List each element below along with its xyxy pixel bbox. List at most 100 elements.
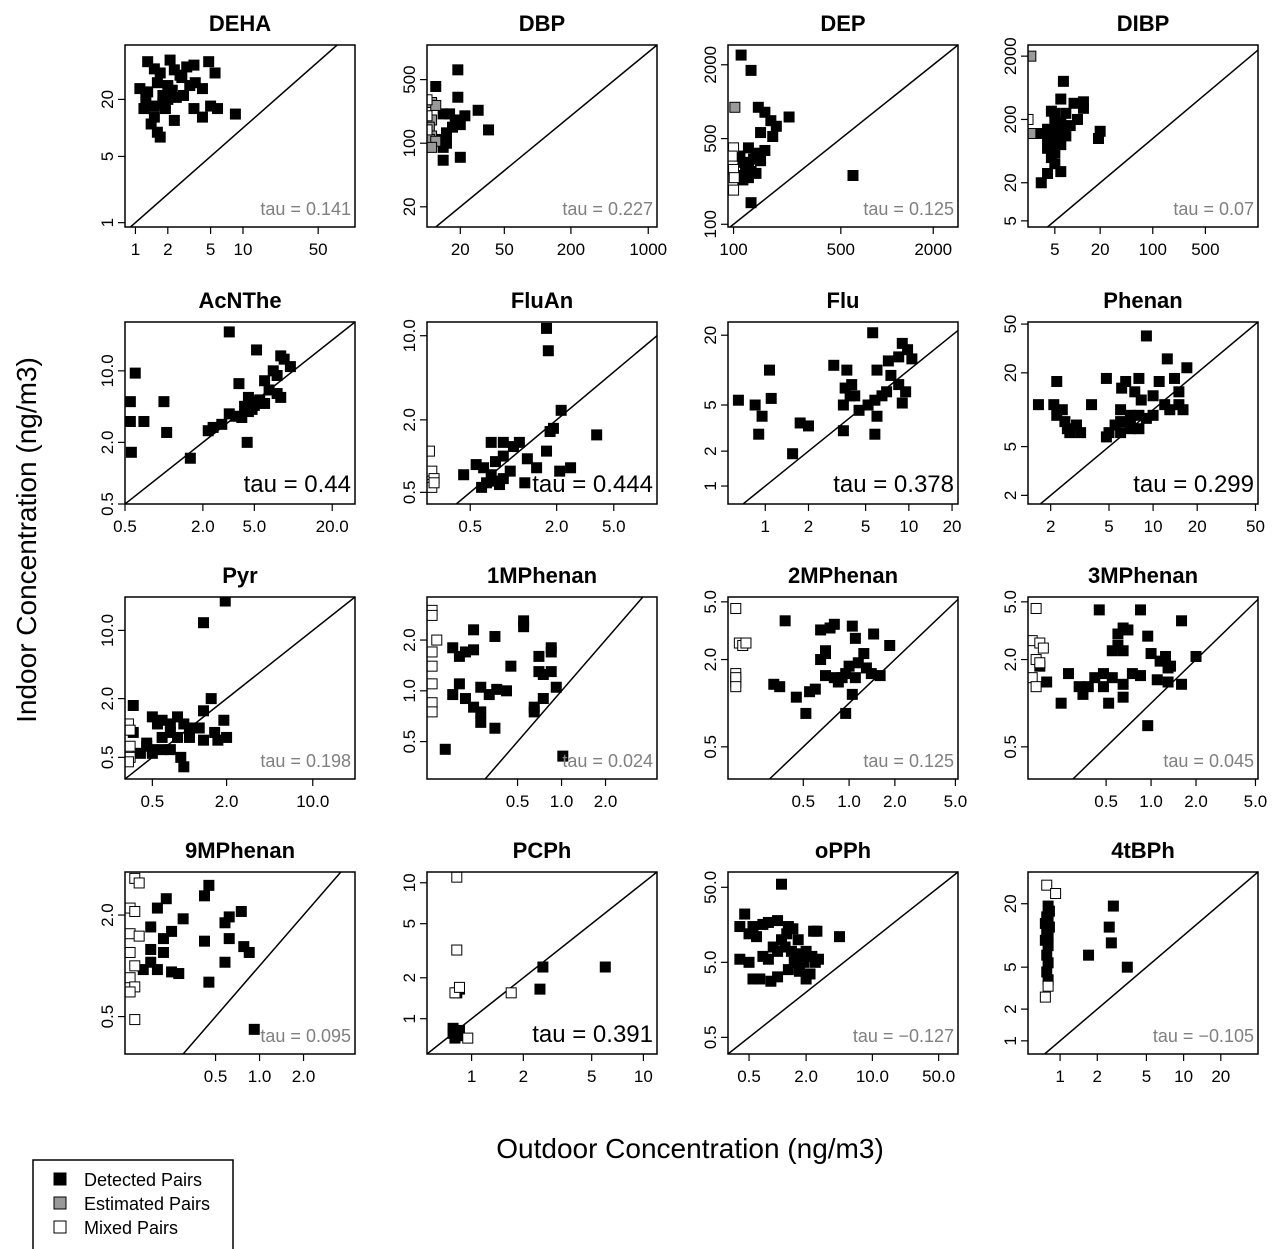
panel-title: AcNThe [198, 288, 281, 313]
panel-title: DBP [519, 11, 565, 36]
detected-point [790, 691, 802, 703]
x-tick-label: 1 [1055, 1067, 1064, 1086]
detected-point [157, 933, 169, 945]
x-tick-label: 5 [206, 240, 215, 259]
detected-point [459, 693, 471, 705]
detected-point [452, 91, 464, 103]
x-tick-label: 10 [634, 1067, 653, 1086]
panel-title: oPPh [815, 838, 871, 863]
panel-dep: DEP 100 500 2000 100 500 2000 tau = 0.125 [701, 11, 959, 259]
x-tick-label: 2000 [914, 240, 952, 259]
panel-frame [1027, 871, 1259, 1055]
detected-point [125, 396, 136, 408]
detected-point [732, 394, 744, 406]
x-tick-label: 5.0 [243, 517, 267, 536]
detected-point [452, 64, 464, 76]
detected-point [518, 621, 530, 633]
detected-point [550, 681, 562, 693]
detected-point [138, 415, 150, 427]
y-tick-label: 1 [1001, 1036, 1020, 1045]
detected-point [178, 761, 190, 773]
detected-point [1176, 678, 1188, 690]
y-tick-label: 0.5 [98, 1005, 117, 1029]
detected-point [735, 49, 747, 61]
x-tick-label: 0.5 [737, 1067, 761, 1086]
detected-point [519, 477, 531, 489]
x-axis-title: Outdoor Concentration (ng/m3) [496, 1133, 884, 1164]
detected-point [759, 106, 771, 118]
mixed-point [1039, 991, 1051, 1003]
detected-point [162, 93, 174, 105]
tau-label: tau = 0.125 [863, 751, 954, 771]
mixed-point [451, 872, 463, 883]
detected-point [762, 916, 774, 928]
panel-title: 9MPhenan [185, 838, 295, 863]
x-tick-label: 1.0 [550, 792, 574, 811]
detected-point [534, 983, 546, 995]
y-tick-label: 10.0 [400, 319, 419, 352]
plot-area [1028, 598, 1258, 779]
panel-frame [1027, 596, 1259, 780]
detected-point [248, 1023, 260, 1035]
detected-point [1097, 681, 1109, 693]
detected-point [1153, 375, 1165, 387]
detected-point [151, 77, 163, 89]
detected-point [762, 953, 774, 965]
detected-point [203, 879, 215, 891]
detected-point [154, 67, 166, 79]
detected-point [241, 436, 253, 448]
x-tick-label: 20 [451, 240, 470, 259]
panel-title: Phenan [1103, 288, 1182, 313]
detected-point [196, 111, 208, 123]
detected-point [203, 56, 215, 68]
detected-point [1093, 604, 1105, 616]
x-tick-label: 0.5 [1094, 792, 1118, 811]
detected-point [248, 399, 260, 411]
detected-point [284, 361, 296, 373]
detected-point [157, 946, 169, 958]
x-tick-label: 50.0 [922, 1067, 955, 1086]
mixed-point [125, 986, 136, 998]
panel-acnthe: AcNThe 0.5 2.0 5.0 20.0 0.5 2.0 10.0 tau = 0.44 [98, 288, 356, 536]
detected-point [871, 364, 883, 376]
detected-point [184, 452, 196, 464]
detected-point [1135, 670, 1147, 682]
detected-point [554, 465, 566, 477]
detected-point [198, 617, 210, 629]
plot-area [427, 45, 657, 227]
x-tick-label: 200 [557, 240, 585, 259]
detected-point [1100, 372, 1112, 384]
detected-point [734, 921, 746, 933]
estimated-point [1028, 50, 1037, 62]
x-tick-label: 50 [1246, 517, 1265, 536]
tau-label: tau = −0.105 [1153, 1026, 1254, 1046]
x-tick-label: 0.5 [506, 792, 530, 811]
y-tick-label: 2.0 [701, 648, 720, 672]
detected-point [900, 386, 912, 398]
detected-point [497, 450, 509, 462]
detected-point [745, 64, 757, 76]
panel-frame [727, 871, 959, 1055]
plot-area [1039, 872, 1258, 1054]
tau-label: tau = 0.045 [1163, 751, 1254, 771]
mixed-point [125, 928, 136, 940]
mixed-point [427, 697, 438, 709]
detected-point [893, 351, 905, 363]
mixed-point [431, 634, 443, 646]
detected-point [840, 707, 852, 719]
detected-point [199, 935, 211, 947]
y-tick-label: 500 [701, 124, 720, 152]
identity-line [435, 45, 657, 227]
detected-point [1107, 900, 1119, 912]
detected-point [1115, 404, 1127, 416]
detected-point [782, 964, 794, 976]
panel-fluan: FluAn 0.5 2.0 5.0 0.5 2.0 10.0 tau = 0.444 [400, 288, 658, 536]
detected-point [145, 956, 157, 968]
detected-point [849, 672, 861, 684]
panel-title: DEP [820, 11, 865, 36]
detected-point [759, 144, 771, 156]
detected-point [168, 114, 180, 126]
identity-line [130, 45, 338, 227]
x-tick-label: 0.5 [113, 517, 137, 536]
panel-9mphenan: 9MPhenan 0.5 1.0 2.0 0.5 2.0 tau = 0.095 [98, 838, 356, 1086]
